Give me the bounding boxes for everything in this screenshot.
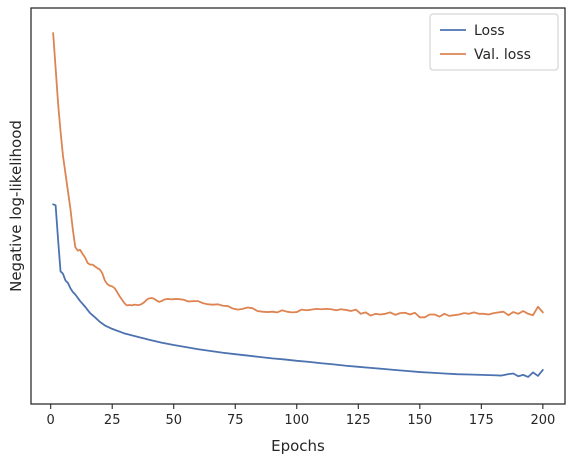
series-line-loss [52, 203, 544, 378]
legend: Loss Val. loss [429, 13, 559, 71]
plot-frame [30, 7, 566, 405]
x-axis-label: Epochs [271, 437, 325, 455]
series-layer [52, 32, 544, 378]
series-line-val-loss [52, 32, 544, 319]
x-tick-label: 75 [227, 413, 244, 428]
legend-box [429, 13, 559, 71]
plot-border [30, 7, 566, 405]
x-tick-label: 100 [284, 413, 309, 428]
x-tick-label: 200 [530, 413, 555, 428]
legend-label-val-loss: Val. loss [474, 47, 531, 63]
x-tick-label: 150 [407, 413, 432, 428]
x-axis-ticks: 0 25 50 75 100 125 150 175 200 [47, 404, 555, 428]
legend-label-loss: Loss [474, 23, 505, 39]
x-tick-label: 25 [104, 413, 121, 428]
x-tick-label: 125 [346, 413, 371, 428]
y-axis-label: Negative log-likelihood [7, 120, 25, 292]
x-tick-label: 175 [469, 413, 494, 428]
x-tick-label: 50 [165, 413, 182, 428]
x-tick-label: 0 [47, 413, 55, 428]
